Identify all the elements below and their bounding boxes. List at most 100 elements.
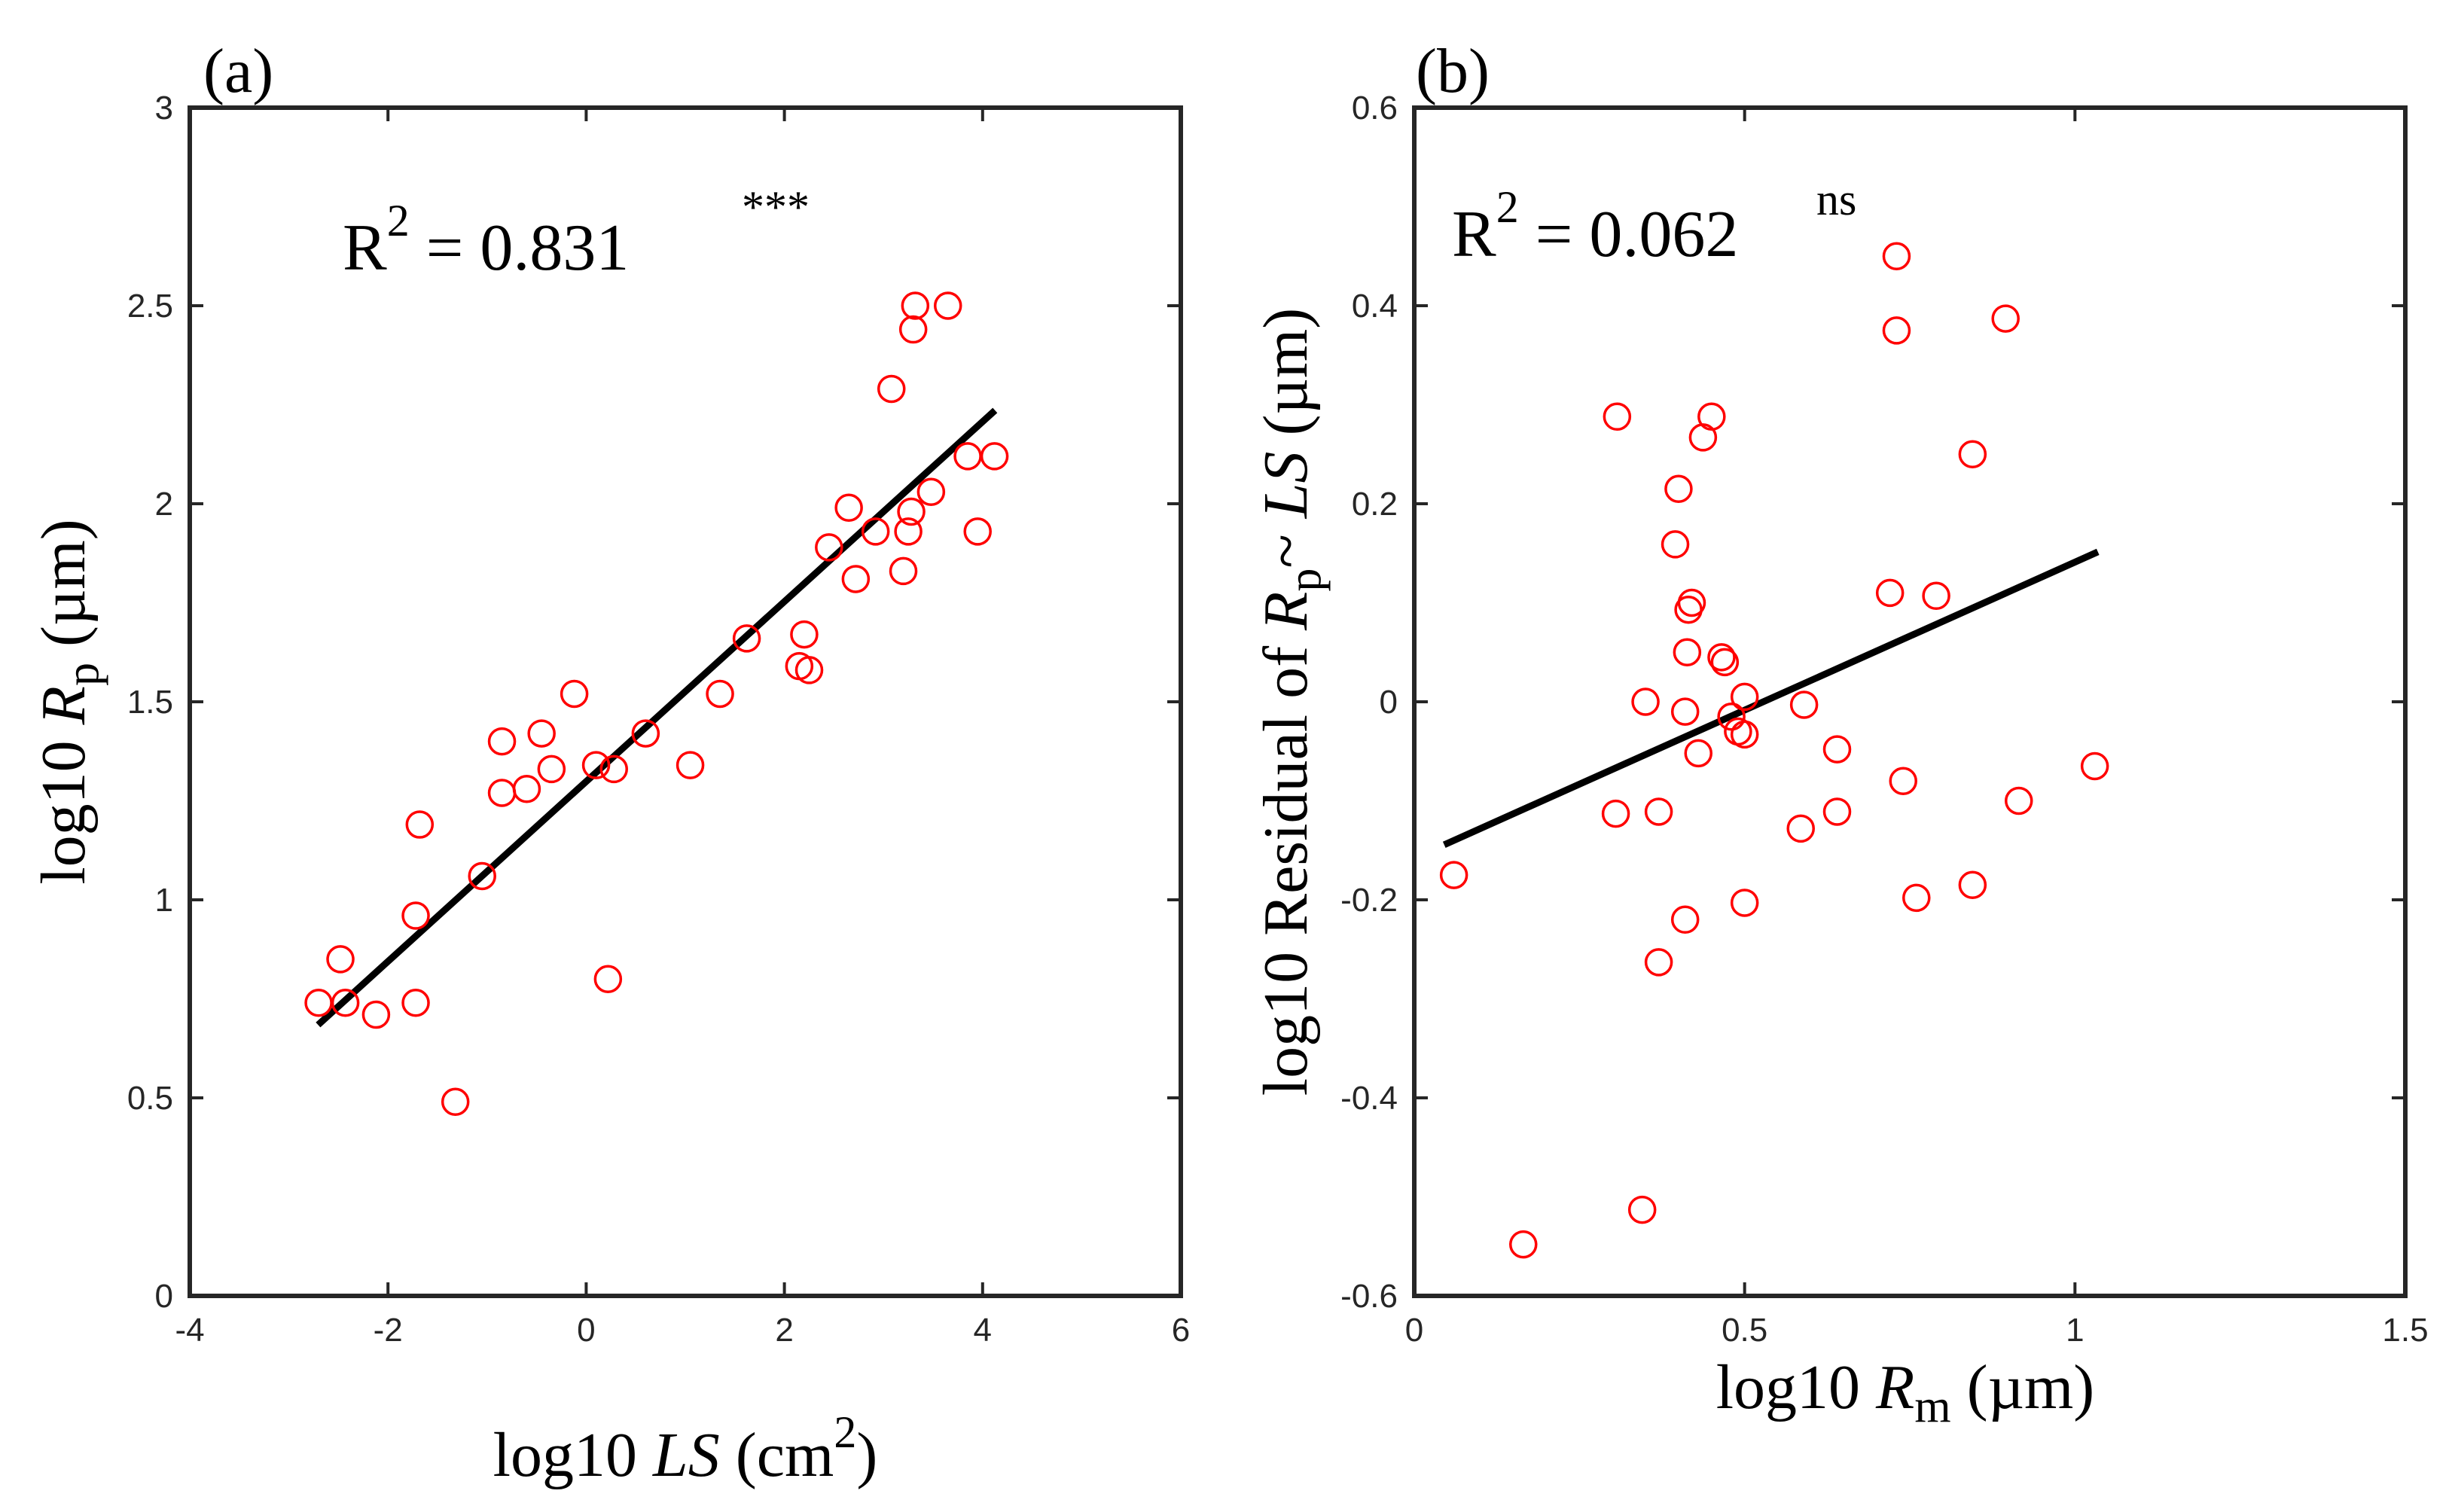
panel-b-r2-value: = 0.062 — [1519, 198, 1739, 271]
panel-b-ylabel-prefix: log10 Residual of — [1251, 630, 1321, 1096]
panel-a-data-point — [897, 497, 926, 526]
panel-b-data-point — [1509, 1230, 1538, 1259]
panel-b-data-point — [1644, 797, 1673, 826]
panel-a-data-point — [834, 493, 863, 523]
panel-a-data-point — [401, 989, 430, 1017]
panel-b-data-point — [1603, 402, 1632, 431]
panel-b-data-point — [1644, 948, 1673, 977]
panel-a-data-point — [401, 901, 430, 930]
panel-a-significance: *** — [742, 182, 810, 232]
panel-b-r2-sup: 2 — [1496, 182, 1519, 232]
panel-a-data-point — [560, 679, 589, 709]
panel-a: -4 -2 0 2 4 600.511.522.53 (a) R2 = 0.831 ***… — [29, 36, 1190, 1490]
panel-a-xtick-label: -2 — [374, 1312, 403, 1349]
panel-b-axes-frame — [1412, 105, 2408, 1298]
panel-b-y-axis-title: log10 Residual of Rp~ LS (µm) — [1251, 308, 1331, 1096]
panel-b-data-point — [1439, 861, 1468, 889]
panel-a-data-point — [326, 945, 355, 974]
panel-b-data-point — [1664, 474, 1693, 504]
panel-a-data-point — [593, 965, 623, 993]
panel-a-data-point — [877, 374, 906, 404]
panel-b-ylabel-unit: (µm) — [1251, 308, 1321, 452]
panel-a-r2-value: = 0.831 — [410, 212, 630, 285]
panel-b-data-point — [2080, 751, 2109, 781]
panel-a-data-point — [441, 1087, 470, 1117]
panel-b-data-point — [1730, 889, 1759, 917]
panel-a-ytick-label: 2 — [155, 486, 173, 523]
panel-b-points — [1439, 242, 2109, 1259]
panel-a-points — [304, 291, 1009, 1117]
panel-a-data-point — [487, 779, 517, 807]
panel-a-fit-layer — [316, 407, 998, 1028]
panel-b-xtick-label: 0.5 — [1722, 1312, 1767, 1349]
panel-a-ylabel-sub: p — [57, 663, 108, 686]
panel-b: 0 0.5 1 1.5-0.6-0.4-0.200.20.40.6 (b) R2 = … — [1251, 36, 2429, 1432]
panel-b-data-point — [1670, 905, 1700, 934]
panel-b-significance: ns — [1816, 175, 1856, 224]
panel-a-fit-line — [316, 407, 998, 1028]
panel-a-r2-base: R — [343, 212, 387, 285]
panel-a-xlabel-prefix: log10 — [493, 1420, 653, 1490]
panel-a-label: (a) — [203, 36, 273, 106]
panel-a-xlabel-sup: 2 — [834, 1407, 856, 1457]
panel-b-data-point — [1661, 530, 1690, 559]
panel-a-data-point — [331, 989, 360, 1017]
panel-a-data-point — [794, 656, 824, 684]
panel-b-data-point — [1882, 242, 1911, 270]
panel-a-data-point — [468, 861, 496, 891]
panel-a-data-point — [841, 565, 871, 593]
panel-b-ytick-label: 0.4 — [1352, 288, 1398, 325]
panel-b-data-point — [1786, 814, 1815, 843]
panel-b-ytick-label: 0 — [1380, 684, 1398, 721]
panel-b-data-point — [1707, 643, 1736, 672]
panel-b-data-point — [1882, 316, 1911, 345]
panel-b-ytick-label: -0.6 — [1340, 1278, 1398, 1315]
panel-b-xlabel-prefix: log10 — [1716, 1352, 1876, 1422]
panel-a-ticks: -4 -2 0 2 4 6 0 0.5 1 1.5 2 2.5 3 — [127, 90, 1190, 1349]
panel-a-data-point — [706, 679, 734, 709]
panel-a-data-point — [631, 719, 660, 748]
panel-a-data-point — [361, 1000, 391, 1029]
panel-a-data-point — [889, 556, 918, 586]
panel-b-data-point — [1673, 638, 1702, 666]
panel-a-ylabel-var: R — [29, 686, 99, 725]
panel-b-ylabel-var2: LS — [1251, 451, 1321, 519]
panel-b-xtick-label: 0 — [1405, 1312, 1423, 1349]
panel-a-data-point — [487, 727, 517, 756]
panel-a-r2-annotation: R2 = 0.831 — [343, 196, 629, 285]
panel-a-data-point — [861, 517, 890, 546]
panel-b-data-point — [1822, 797, 1852, 826]
panel-a-xtick-label: 2 — [775, 1312, 793, 1349]
panel-a-x-axis-title: log10 LS (cm2) — [493, 1407, 878, 1490]
panel-b-data-point — [1677, 588, 1706, 617]
panel-b-ytick-label: 0.2 — [1352, 486, 1398, 523]
panel-a-ytick-label: 1 — [155, 882, 173, 919]
panel-a-data-point — [953, 442, 982, 471]
panel-a-data-point — [901, 291, 930, 320]
panel-b-xtick-label: 1 — [2066, 1312, 2084, 1349]
panel-a-data-point — [898, 315, 928, 344]
panel-b-label: (b) — [1416, 36, 1490, 106]
panel-b-xlabel-var: R — [1875, 1352, 1914, 1422]
panel-b-xtick-label: 1.5 — [2382, 1312, 2428, 1349]
panel-a-data-point — [790, 620, 819, 649]
panel-b-xlabel-sub: m — [1914, 1381, 1950, 1432]
panel-b-data-point — [1889, 767, 1917, 795]
panel-a-ylabel-prefix: log10 — [29, 724, 99, 884]
panel-a-xtick-label: 6 — [1172, 1312, 1190, 1349]
panel-a-data-point — [916, 477, 946, 506]
panel-a-data-point — [304, 989, 333, 1017]
panel-a-xlabel-close: ) — [856, 1420, 877, 1490]
panel-a-ytick-label: 0.5 — [127, 1080, 173, 1117]
panel-b-x-axis-title: log10 Rm (µm) — [1716, 1352, 2095, 1432]
panel-a-ytick-label: 0 — [155, 1278, 173, 1315]
panel-a-xlabel-unit: (cm — [720, 1420, 834, 1490]
panel-b-ylabel-var: R — [1251, 592, 1321, 631]
panel-b-data-point — [1710, 648, 1740, 677]
panel-a-r2-sup: 2 — [387, 196, 410, 245]
panel-b-data-point — [1730, 682, 1759, 712]
panel-a-ylabel-unit: (µm) — [29, 519, 99, 663]
panel-b-data-point — [1631, 687, 1660, 716]
panel-a-data-point — [599, 754, 628, 784]
